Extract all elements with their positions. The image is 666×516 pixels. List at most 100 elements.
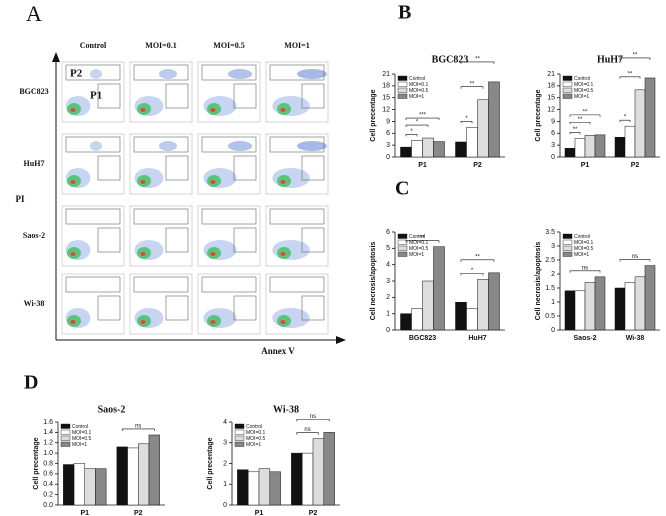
- y-axis-title: Cell precentage: [33, 437, 40, 489]
- significance-bracket: [405, 124, 429, 128]
- y-tick-label: 2: [223, 460, 227, 467]
- legend-label: MOI=0.5: [574, 88, 594, 94]
- bar: [574, 290, 586, 331]
- significance-label: **: [583, 109, 588, 115]
- significance-bracket: [569, 270, 601, 273]
- gate: [133, 64, 189, 81]
- legend-label: MOI=1: [409, 252, 424, 258]
- cell-cloud: [159, 69, 177, 79]
- cell-cloud: [140, 320, 146, 324]
- axis-title: Annex V: [261, 346, 295, 356]
- cell-cloud: [210, 320, 216, 324]
- bar: [614, 287, 626, 331]
- legend-label: Control: [409, 76, 425, 82]
- legend-label: MOI=0.1: [574, 82, 594, 88]
- legend-label: MOI=1: [246, 442, 261, 448]
- panel-label: A: [26, 1, 42, 26]
- gate: [97, 155, 121, 181]
- significance-bracket: [460, 86, 484, 89]
- y-tick-label: 12: [547, 106, 555, 113]
- cell-cloud: [90, 69, 102, 79]
- legend-label: MOI=0.5: [574, 246, 594, 252]
- significance-bracket: [460, 273, 484, 276]
- significance-bracket: [460, 259, 495, 262]
- cell-cloud: [228, 69, 252, 79]
- significance-label: *: [416, 120, 419, 126]
- cell-cloud: [280, 180, 286, 184]
- legend-label: Control: [72, 424, 88, 430]
- legend-label: MOI=1: [72, 442, 87, 448]
- gate: [201, 276, 257, 293]
- gate-label: P2: [70, 68, 83, 80]
- bar: [433, 141, 445, 158]
- significance-bracket: [619, 259, 651, 262]
- bar: [594, 276, 606, 331]
- bar: [614, 136, 626, 158]
- gate: [201, 208, 257, 225]
- bar: [624, 282, 636, 331]
- significance-label: ns: [304, 427, 310, 433]
- x-tick-label: P2: [309, 510, 318, 516]
- y-tick-label: 21: [547, 71, 555, 78]
- y-tick-label: 21: [382, 71, 390, 78]
- cell-cloud: [210, 180, 216, 184]
- significance-label: **: [578, 117, 583, 123]
- significance-label: *: [624, 115, 627, 121]
- legend-label: MOI=0.1: [409, 82, 429, 88]
- bar: [291, 452, 303, 506]
- legend-label: MOI=0.1: [246, 430, 266, 436]
- bar: [116, 446, 128, 506]
- bar: [634, 89, 646, 158]
- y-tick-label: 3: [386, 278, 390, 285]
- chart-title: BGC823: [432, 54, 469, 65]
- legend-label: Control: [409, 234, 425, 240]
- y-tick-label: 6: [551, 130, 555, 137]
- y-tick-label: 0.8: [43, 460, 53, 467]
- chart-title: Wi-38: [273, 404, 299, 415]
- significance-label: *: [465, 116, 468, 122]
- significance-label: ns: [135, 424, 141, 430]
- bar: [411, 308, 423, 331]
- bar: [323, 432, 335, 506]
- bar: [455, 301, 467, 331]
- bar: [584, 135, 596, 158]
- significance-label: **: [573, 127, 578, 133]
- gate: [301, 227, 325, 253]
- x-tick-label: P1: [255, 510, 264, 516]
- x-tick-label: Wi-38: [626, 335, 645, 342]
- legend-swatch: [562, 245, 573, 251]
- y-tick-label: 0: [223, 502, 227, 509]
- significance-bracket: [460, 121, 473, 124]
- legend-swatch: [397, 245, 408, 251]
- significance-bracket: [619, 119, 631, 123]
- bar: [634, 276, 646, 331]
- legend-label: MOI=0.5: [409, 88, 429, 94]
- arrow: [336, 336, 346, 344]
- gate: [97, 83, 121, 109]
- gate: [269, 276, 325, 293]
- significance-label: **: [475, 254, 480, 260]
- bar: [624, 125, 636, 158]
- row-label: HuH7: [24, 159, 45, 168]
- legend-label: MOI=1: [409, 94, 424, 100]
- significance-label: **: [475, 56, 480, 62]
- row-label: Saos-2: [23, 231, 45, 240]
- significance-bracket: [296, 419, 330, 422]
- y-tick-label: 4: [386, 262, 390, 269]
- gate: [301, 83, 325, 109]
- y-tick-label: 3: [386, 142, 390, 149]
- y-tick-label: 1.6: [43, 419, 53, 426]
- y-axis-title: Cell precentage: [370, 89, 377, 141]
- legend-label: Control: [574, 234, 590, 240]
- y-tick-label: 1.2: [43, 440, 53, 447]
- bar: [422, 280, 434, 331]
- x-tick-label: P1: [418, 162, 427, 169]
- legend-swatch: [562, 87, 573, 93]
- gate: [133, 208, 189, 225]
- gate: [97, 227, 121, 253]
- y-tick-label: 3: [551, 142, 555, 149]
- bar: [433, 246, 445, 331]
- gate: [269, 136, 325, 153]
- cell-cloud: [140, 108, 146, 112]
- gate: [165, 227, 189, 253]
